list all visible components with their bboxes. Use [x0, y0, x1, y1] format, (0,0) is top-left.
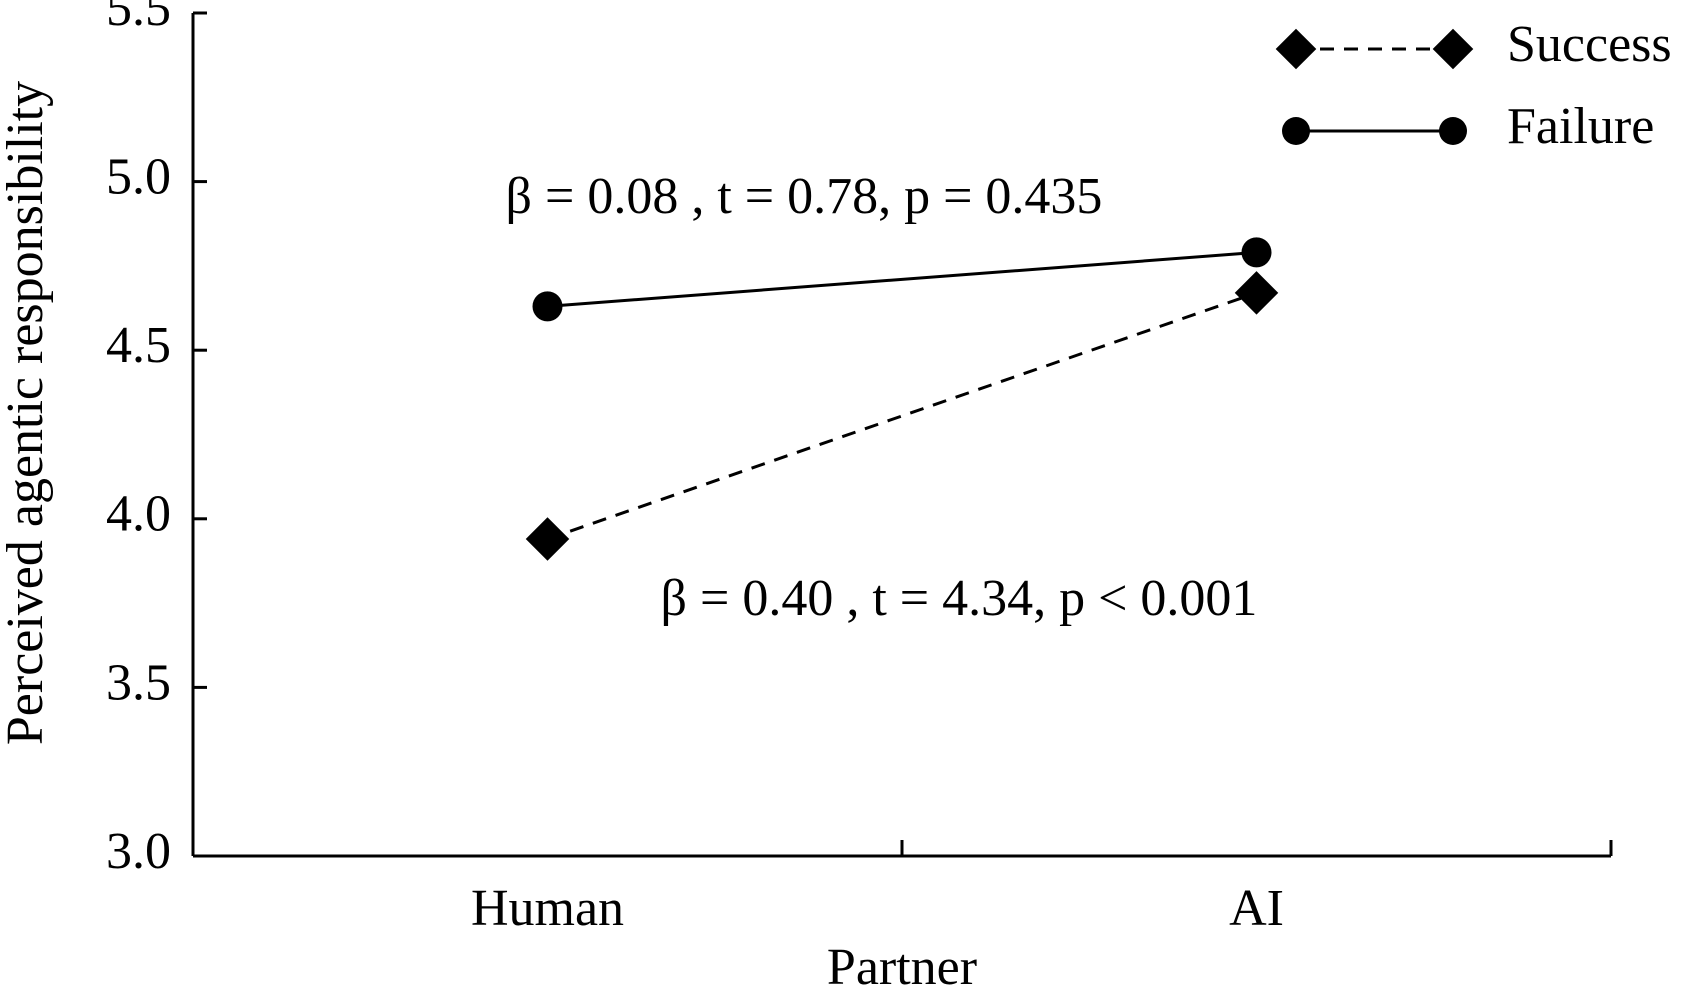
series-line — [547, 250, 1257, 308]
annotation: β = 0.08 , t = 0.78, p = 0.435 — [506, 168, 1103, 225]
x-tick-label: Human — [471, 880, 624, 937]
marker — [532, 291, 563, 322]
marker — [1234, 271, 1279, 315]
marker — [525, 517, 570, 561]
marker — [1275, 28, 1317, 70]
x-tick-label: AI — [1229, 880, 1284, 937]
marker — [1282, 117, 1310, 145]
marker — [1241, 237, 1272, 268]
y-tick-label: 3.5 — [106, 654, 171, 711]
legend-label: Failure — [1507, 98, 1654, 155]
series-line — [547, 291, 1257, 541]
marker — [1439, 117, 1467, 145]
annotation: β = 0.40 , t = 4.34, p < 0.001 — [661, 570, 1258, 627]
y-tick-label: 5.0 — [106, 149, 171, 206]
y-tick-label: 5.5 — [106, 0, 171, 37]
x-axis-label: Partner — [827, 939, 977, 996]
y-tick-label: 4.5 — [106, 317, 171, 374]
legend-label: Success — [1507, 16, 1672, 73]
marker — [1432, 28, 1474, 70]
y-tick-label: 3.0 — [106, 823, 171, 880]
y-tick-label: 4.0 — [106, 486, 171, 543]
y-axis-label: Perceived agentic responsibility — [0, 81, 54, 745]
